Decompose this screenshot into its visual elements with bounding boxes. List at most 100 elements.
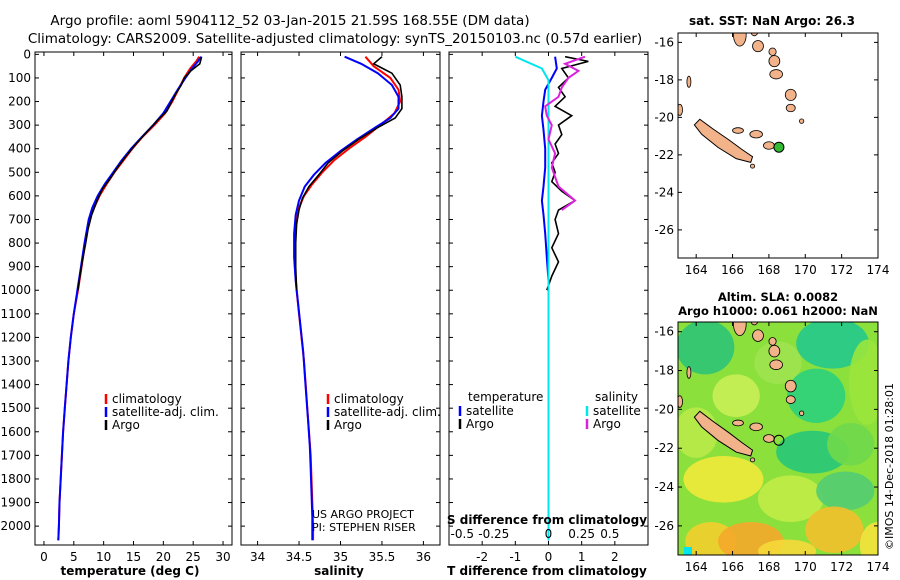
- y-tick-label: 300: [8, 118, 31, 132]
- y-tick-label: 500: [8, 165, 31, 179]
- small-island: [763, 141, 775, 150]
- difference-panel: -2 -1 0 1 2-0.5 -0.25 0 0.25 0.5temperaturesatel…: [448, 51, 649, 564]
- sla-corner-patch: [684, 547, 692, 555]
- salinity-xlabel: salinity: [314, 564, 364, 578]
- project-credit-line1: US ARGO PROJECT: [312, 508, 414, 521]
- map-y-tick-label: -22: [654, 441, 674, 455]
- small-island: [750, 33, 759, 37]
- sla-anomaly-patch: [678, 322, 735, 375]
- map-x-tick-label: 168: [757, 263, 780, 277]
- small-island: [768, 55, 781, 68]
- sla-anomaly-patch: [805, 506, 864, 554]
- small-island: [799, 118, 805, 124]
- small-island: [686, 75, 692, 88]
- figure-title-line2: Climatology: CARS2009. Satellite-adjuste…: [28, 31, 642, 47]
- new-caledonia-island: [693, 410, 754, 457]
- map-y-tick-label: -22: [654, 148, 674, 162]
- legend-label: Argo: [112, 418, 140, 432]
- y-tick-label: 1200: [0, 330, 31, 344]
- y-tick-label: 1600: [0, 425, 31, 439]
- sla-map-title-line1: Altim. SLA: 0.0082: [718, 290, 838, 304]
- map-y-tick-label: -16: [654, 35, 674, 49]
- x-tick-label: 25: [186, 550, 201, 564]
- y-tick-label: 800: [8, 236, 31, 250]
- small-island: [768, 344, 781, 358]
- map-y-tick-label: -24: [654, 480, 674, 494]
- project-credit-line2: PI: STEPHEN RISER: [312, 521, 416, 534]
- y-tick-label: 1800: [0, 472, 31, 486]
- map-x-tick-label: 166: [721, 263, 744, 277]
- x-tick-label: 10: [96, 550, 111, 564]
- sla-anomaly-patch: [758, 475, 824, 522]
- map-x-tick-label: 164: [685, 560, 708, 574]
- legend-label: Argo: [593, 417, 621, 431]
- map-y-tick-label: -26: [654, 223, 674, 237]
- map-content: [678, 322, 878, 555]
- x-tick-label: 35.5: [369, 550, 396, 564]
- map-content: [678, 33, 878, 258]
- difference-xlabel: T difference from climatology: [447, 564, 647, 578]
- y-tick-label: 2000: [0, 519, 31, 533]
- small-island: [749, 163, 756, 169]
- plot-frame: [240, 51, 441, 546]
- legend-label: Argo: [466, 417, 494, 431]
- small-island: [732, 419, 744, 427]
- y-tick-label: 1400: [0, 378, 31, 392]
- y-tick-label: 0: [23, 47, 31, 61]
- map-x-tick-label: 170: [794, 560, 817, 574]
- series-line-temperature-argo: [546, 55, 589, 291]
- small-island: [749, 457, 756, 463]
- map-x-tick-label: 164: [685, 263, 708, 277]
- plot-frame: [34, 51, 233, 546]
- small-island: [768, 337, 777, 346]
- sla-anomaly-patch: [758, 539, 817, 555]
- argo-float-marker: [773, 141, 785, 153]
- x-tick-label: 15: [126, 550, 141, 564]
- y-tick-label: 600: [8, 189, 31, 203]
- small-island: [749, 130, 763, 139]
- top-x-tick-label: -0.25: [478, 527, 509, 541]
- top-x-tick-label: 0: [545, 527, 553, 541]
- y-tick-label: 200: [8, 95, 31, 109]
- x-tick-label: 36: [416, 550, 431, 564]
- sst-map-panel: -16 -18 -20 -22 -24 -26 164 166 168 170 172 174: [654, 32, 890, 277]
- legend-label: satellite: [593, 404, 641, 418]
- y-tick-label: 1900: [0, 496, 31, 510]
- sla-anomaly-patch: [787, 368, 846, 423]
- map-y-tick-label: -26: [654, 519, 674, 533]
- x-tick-label: 34.5: [286, 550, 313, 564]
- y-tick-label: 1100: [0, 307, 31, 321]
- x-tick-label: -1: [509, 550, 521, 564]
- x-tick-label: 35: [333, 550, 348, 564]
- map-x-tick-label: 166: [721, 560, 744, 574]
- y-tick-label: 700: [8, 212, 31, 226]
- sla-anomaly-patch: [816, 471, 875, 511]
- temperature-xlabel: temperature (deg C): [61, 564, 200, 578]
- legend-label: climatology: [334, 392, 404, 406]
- small-island: [785, 395, 796, 404]
- top-x-tick-label: 0.5: [600, 527, 619, 541]
- small-island: [763, 434, 775, 443]
- map-y-tick-label: -18: [654, 364, 674, 378]
- series-line-satellite-adj-clim-: [57, 56, 202, 541]
- x-tick-label: 5: [70, 550, 78, 564]
- map-y-tick-label: -24: [654, 185, 674, 199]
- argo-float-marker: [773, 434, 785, 446]
- new-caledonia-island: [693, 118, 754, 163]
- x-tick-label: 30: [215, 550, 230, 564]
- top-x-tick-label: -0.5: [451, 527, 474, 541]
- map-y-tick-label: -20: [654, 110, 674, 124]
- small-island: [769, 359, 783, 370]
- legend-label: satellite-adj. clim.: [334, 405, 441, 419]
- map-x-tick-label: 172: [830, 263, 853, 277]
- map-x-tick-label: 170: [794, 263, 817, 277]
- map-frame: [677, 32, 879, 259]
- map-x-tick-label: 172: [830, 560, 853, 574]
- small-island: [799, 410, 805, 416]
- top-x-tick-label: 0.25: [568, 527, 595, 541]
- sla-anomaly-patch: [683, 455, 764, 503]
- map-x-tick-label: 174: [867, 263, 890, 277]
- x-tick-label: 34: [250, 550, 265, 564]
- small-island: [686, 366, 692, 379]
- small-island: [733, 322, 747, 336]
